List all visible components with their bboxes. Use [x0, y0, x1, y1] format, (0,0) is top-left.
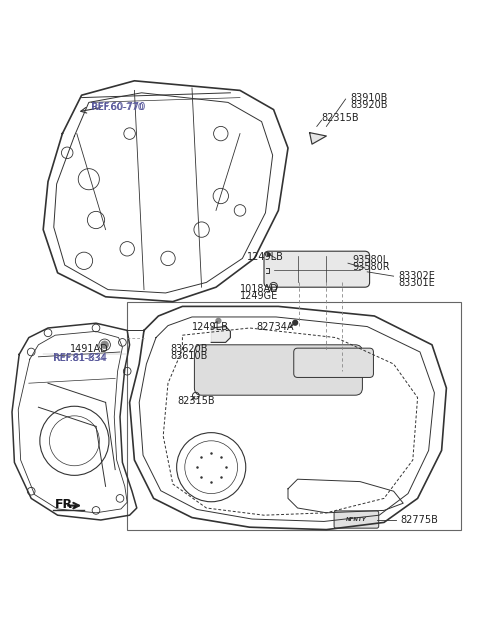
Text: 82315B: 82315B: [178, 396, 215, 406]
Text: 83301E: 83301E: [398, 278, 435, 288]
Text: 1249LB: 1249LB: [247, 252, 284, 262]
Text: 83620B: 83620B: [170, 344, 208, 354]
Polygon shape: [211, 327, 230, 343]
Text: 82775B: 82775B: [401, 516, 439, 525]
Text: 1249LB: 1249LB: [192, 322, 229, 332]
Text: REF.81-834: REF.81-834: [53, 353, 107, 363]
Circle shape: [293, 320, 298, 325]
FancyBboxPatch shape: [264, 251, 370, 287]
Text: 1018AD: 1018AD: [240, 284, 279, 294]
Text: 82315B: 82315B: [322, 113, 359, 123]
Text: 83610B: 83610B: [170, 351, 208, 361]
Text: REF.81-834: REF.81-834: [53, 354, 106, 363]
FancyBboxPatch shape: [334, 511, 379, 528]
Text: 82734A: 82734A: [257, 322, 294, 332]
Circle shape: [101, 341, 108, 349]
Polygon shape: [310, 133, 326, 144]
Text: REF.60-770: REF.60-770: [91, 102, 145, 112]
Text: 83910B: 83910B: [350, 93, 388, 102]
Text: 83920B: 83920B: [350, 100, 388, 110]
Text: REF.60-770: REF.60-770: [91, 103, 144, 112]
Text: 83302E: 83302E: [398, 271, 435, 281]
FancyBboxPatch shape: [194, 345, 362, 395]
Circle shape: [267, 253, 270, 256]
FancyBboxPatch shape: [294, 348, 373, 377]
Text: FR.: FR.: [55, 497, 78, 511]
Text: NFNTY: NFNTY: [346, 517, 367, 522]
Text: 93580L: 93580L: [353, 255, 389, 265]
Text: 1491AD: 1491AD: [70, 344, 108, 354]
Text: 93580R: 93580R: [353, 262, 390, 272]
Circle shape: [216, 319, 221, 323]
Text: 1249GE: 1249GE: [240, 291, 278, 301]
